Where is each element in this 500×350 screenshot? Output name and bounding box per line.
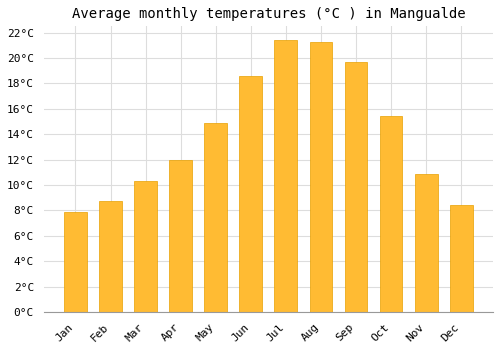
Bar (310, 42, 332, 312)
Bar (170, 160, 192, 312)
Bar (274, 40, 297, 312)
Title: Average monthly temperatures (°C ) in Mangualde: Average monthly temperatures (°C ) in Ma… (72, 7, 465, 21)
Bar (415, 174, 438, 312)
Bar (134, 181, 157, 312)
Bar (380, 117, 402, 312)
Bar (450, 205, 472, 312)
Bar (344, 62, 368, 312)
Bar (240, 76, 262, 312)
Bar (64, 212, 87, 312)
Bar (99, 202, 122, 312)
Bar (204, 123, 227, 312)
